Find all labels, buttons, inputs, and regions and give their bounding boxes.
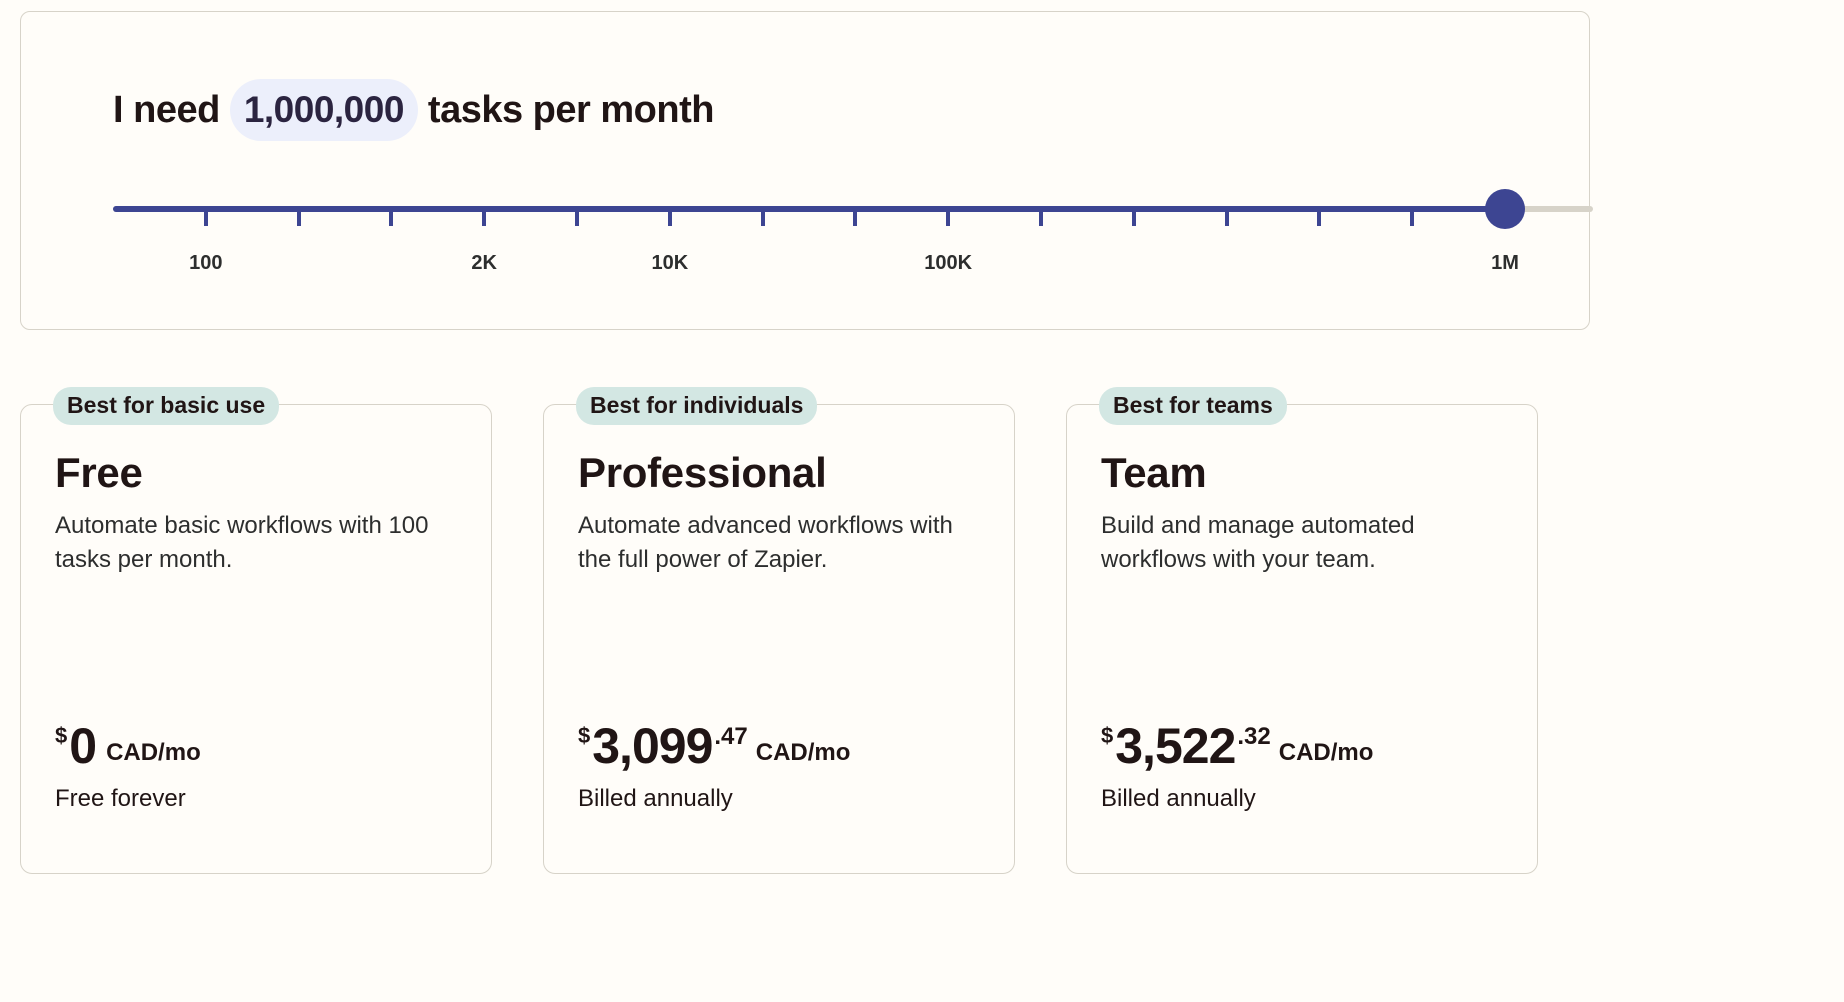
plan-billing-note: Billed annually [1101, 785, 1256, 812]
slider-tick [482, 209, 487, 226]
plan-billing-note: Billed annually [578, 785, 733, 812]
price-amount: 3,522 [1115, 718, 1236, 774]
slider-tick [575, 209, 579, 226]
plan-card-team: Best for teams Team Build and manage aut… [1066, 387, 1538, 874]
slider-tick [853, 209, 858, 226]
plan-name: Professional [578, 449, 827, 496]
plan-price: $ 3,522 .32 CAD/mo [1101, 717, 1373, 775]
slider-tick [1039, 209, 1043, 226]
slider-tick [1131, 209, 1136, 226]
price-currency: $ [1101, 723, 1114, 748]
plan-name: Free [55, 449, 143, 496]
plan-price: $ 3,099 .47 CAD/mo [578, 717, 850, 775]
slider-track-fill [113, 206, 1505, 212]
price-currency: $ [578, 723, 591, 748]
plan-price: $ 0 CAD/mo [55, 717, 201, 775]
plan-badge: Best for individuals [576, 387, 818, 425]
slider-tick-label: 2K [471, 252, 497, 274]
price-currency: $ [55, 723, 68, 748]
slider-tick [1224, 209, 1229, 226]
task-slider-panel: I need 1,000,000 tasks per month 100 2K 10… [20, 11, 1593, 330]
slider-tick [1317, 209, 1322, 226]
slider-tick [760, 209, 765, 226]
task-heading-prefix: I need [113, 88, 220, 131]
task-heading: I need 1,000,000 tasks per month [113, 78, 714, 142]
task-heading-suffix: tasks per month [427, 88, 715, 131]
plan-card-professional: Best for individuals Professional Automa… [543, 387, 1015, 874]
slider-tick [389, 209, 394, 226]
slider-thumb[interactable] [1485, 189, 1525, 229]
price-amount: 0 [69, 718, 97, 774]
pricing-page: I need 1,000,000 tasks per month 100 2K 10… [20, 11, 1593, 874]
price-amount: 3,099 [592, 718, 713, 774]
plan-badge: Best for basic use [53, 387, 280, 425]
plan-description: Automate basic workflows with 100 tasks … [55, 512, 429, 573]
slider-tick-label: 100K [924, 252, 973, 274]
price-unit: CAD/mo [1278, 739, 1374, 766]
task-slider[interactable]: 100 2K 10K 100K 1M [113, 182, 1593, 282]
plan-description: Automate advanced workflows with the ful… [578, 512, 953, 573]
price-unit: CAD/mo [106, 739, 201, 766]
plan-badge: Best for teams [1099, 387, 1287, 425]
slider-tick [946, 209, 951, 226]
slider-tick [296, 209, 301, 226]
plan-billing-note: Free forever [55, 785, 186, 812]
slider-tick [1410, 209, 1415, 226]
plan-name: Team [1101, 449, 1207, 496]
slider-tick-label: 1M [1491, 252, 1519, 274]
price-cents: .47 [714, 723, 748, 750]
price-unit: CAD/mo [755, 739, 851, 766]
plan-card-free: Best for basic use Free Automate basic w… [20, 387, 492, 874]
task-count-value[interactable]: 1,000,000 [229, 79, 418, 141]
slider-tick [203, 209, 208, 226]
price-cents: .32 [1237, 723, 1271, 750]
slider-tick [667, 209, 672, 226]
slider-tick-label: 10K [651, 252, 689, 274]
plan-description: Build and manage automated workflows wit… [1101, 512, 1415, 573]
slider-tick-label: 100 [189, 252, 223, 274]
